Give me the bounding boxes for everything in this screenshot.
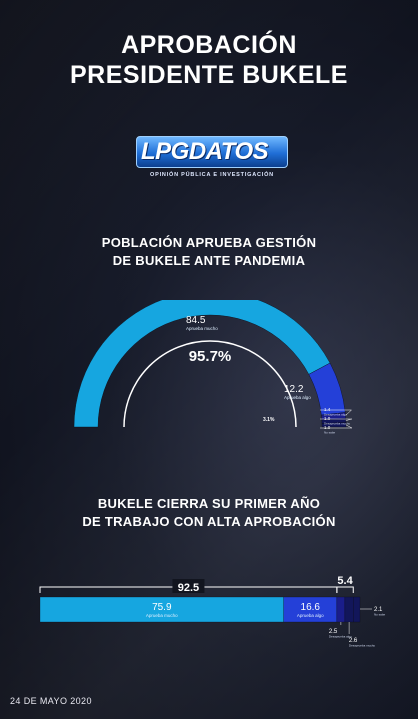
segment-4: [353, 596, 361, 623]
disapprove-bracket: [336, 586, 354, 593]
slice-0-label: Aprueba mucho: [186, 326, 218, 331]
segment-1-value: 16.6: [301, 602, 321, 613]
disapprove-bracket-label: 5.4: [337, 575, 353, 587]
chart2-title-line-2: DE TRABAJO CON ALTA APROBACIÓN: [82, 514, 336, 529]
segment-1-label: Aprueba algo: [297, 613, 324, 618]
logo-text: LPGDATOS: [141, 138, 269, 165]
segment-0-label: Aprueba mucho: [146, 613, 178, 618]
disapprove-total-label: 3.1%: [263, 417, 275, 423]
segment-3: [344, 596, 354, 623]
chart2-title: BUKELE CIERRA SU PRIMER AÑO DE TRABAJO C…: [0, 495, 418, 531]
approve-bracket-label: 92.5: [178, 582, 199, 594]
logo-badge: LPGDATOS: [136, 136, 288, 168]
slice-3-value: 1.0: [324, 416, 331, 421]
inner-arc: [123, 340, 297, 428]
slice-4-leader: [320, 424, 353, 429]
slice-4-label: No sabe: [324, 431, 336, 435]
slice-0-value: 84.5: [186, 315, 206, 326]
segment-0: [39, 596, 284, 623]
segment-4-label: No sabe: [374, 613, 386, 617]
slice-1-label: Aprueba algo: [284, 395, 311, 400]
lpg-datos-logo: LPGDATOS OPINIÓN PÚBLICA E INVESTIGACIÓN: [136, 136, 288, 182]
segment-3-value: 2.6: [349, 638, 358, 644]
slice-2-leader: [320, 409, 353, 416]
slice-2-label: Desaprueba algo: [324, 413, 347, 417]
slice-3-label: Desaprueba mucho: [324, 422, 351, 426]
approve-bracket-label-bg: [172, 579, 205, 593]
slice-3-leader: [320, 418, 352, 421]
segment-2-label: Desaprueba algo: [329, 635, 352, 639]
center-label: 95.7%: [189, 348, 232, 365]
title-line-2: PRESIDENTE BUKELE: [70, 61, 348, 89]
title-line-1: APROBACIÓN: [121, 31, 297, 59]
slice-0: [73, 300, 331, 428]
segment-2: [336, 596, 346, 623]
page-title: APROBACIÓN PRESIDENTE BUKELE: [0, 30, 418, 90]
segment-4-value: 2.1: [374, 607, 383, 613]
logo-subtext: OPINIÓN PÚBLICA E INVESTIGACIÓN: [150, 172, 274, 178]
slice-2-value: 1.4: [324, 407, 331, 412]
chart1-title-line-1: POBLACIÓN APRUEBA GESTIÓN: [101, 235, 317, 250]
segment-3-label: Desaprueba mucho: [349, 644, 376, 648]
segment-2-value: 2.5: [329, 629, 338, 635]
slice-4: [321, 422, 347, 428]
segment-0-value: 75.9: [152, 602, 172, 613]
publication-date: 24 DE MAYO 2020: [10, 696, 92, 706]
slice-1-value: 12.2: [284, 384, 304, 395]
chart2-title-line-1: BUKELE CIERRA SU PRIMER AÑO: [97, 496, 321, 511]
segment-1: [283, 596, 338, 623]
chart1-title: POBLACIÓN APRUEBA GESTIÓN DE BUKELE ANTE…: [0, 234, 418, 270]
slice-4-value: 1.0: [324, 425, 331, 430]
chart1-title-line-2: DE BUKELE ANTE PANDEMIA: [112, 253, 306, 268]
